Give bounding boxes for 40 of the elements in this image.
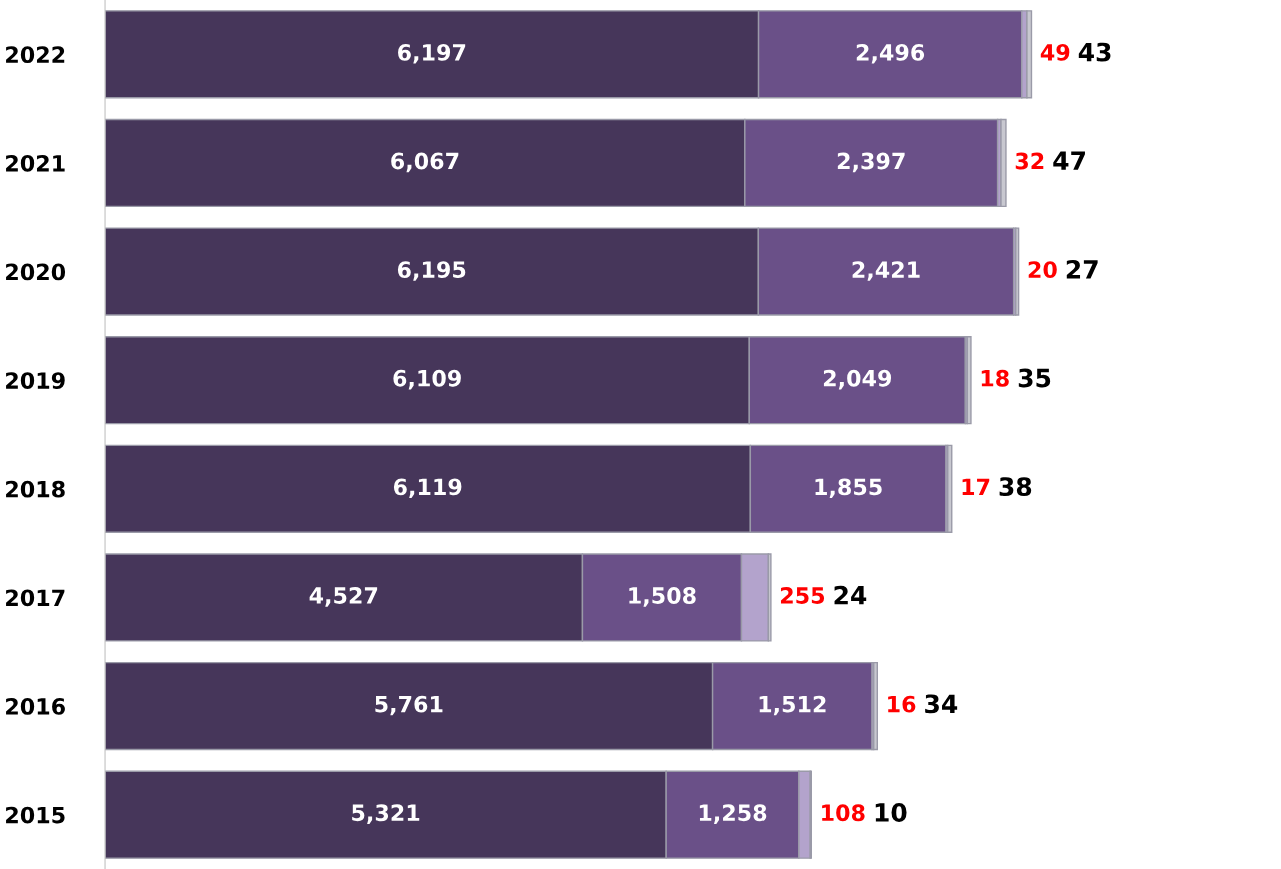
y-tick-label: 2017 [6, 589, 65, 607]
y-tick-label: 2019 [6, 372, 65, 389]
data-label: 47 [1053, 151, 1085, 170]
data-label: 6,197 [398, 43, 466, 64]
data-label: 5,761 [375, 695, 443, 716]
data-label: 38 [999, 477, 1032, 497]
data-label: 10 [875, 803, 907, 822]
data-label: 108 [822, 804, 865, 822]
data-label: 35 [1018, 368, 1051, 388]
data-label: 18 [981, 369, 1009, 387]
data-label: 20 [1028, 261, 1057, 279]
data-label: 6,195 [397, 261, 466, 281]
data-label: 2,496 [856, 43, 925, 64]
data-label: 27 [1066, 259, 1098, 279]
y-tick-label: 2018 [6, 480, 65, 498]
data-label: 6,119 [393, 478, 462, 499]
y-tick-label: 2020 [6, 263, 66, 281]
data-label: 43 [1078, 42, 1111, 62]
data-label: 24 [834, 585, 867, 605]
data-label: 5,321 [352, 804, 420, 824]
data-label: 17 [962, 478, 990, 495]
data-label: 255 [780, 587, 825, 604]
y-tick-label: 2021 [6, 154, 65, 172]
data-label: 2,049 [823, 369, 892, 390]
data-label: 2,421 [852, 261, 920, 281]
data-label: 1,512 [759, 695, 826, 716]
data-label: 32 [1015, 152, 1044, 170]
y-tick-label: 2016 [6, 698, 65, 715]
data-label: 1,258 [699, 804, 767, 824]
data-label: 1,855 [815, 478, 882, 499]
data-label: 6,109 [393, 369, 461, 390]
data-label: 16 [888, 695, 916, 713]
data-label: 34 [925, 694, 958, 714]
y-tick-label: 2015 [6, 806, 65, 824]
data-label: 49 [1040, 43, 1070, 61]
data-label: 2,397 [837, 152, 905, 173]
data-label: 4,527 [309, 587, 378, 607]
y-tick-label: 2022 [6, 46, 65, 64]
data-label: 1,508 [629, 587, 696, 607]
data-label: 6,067 [391, 152, 459, 173]
